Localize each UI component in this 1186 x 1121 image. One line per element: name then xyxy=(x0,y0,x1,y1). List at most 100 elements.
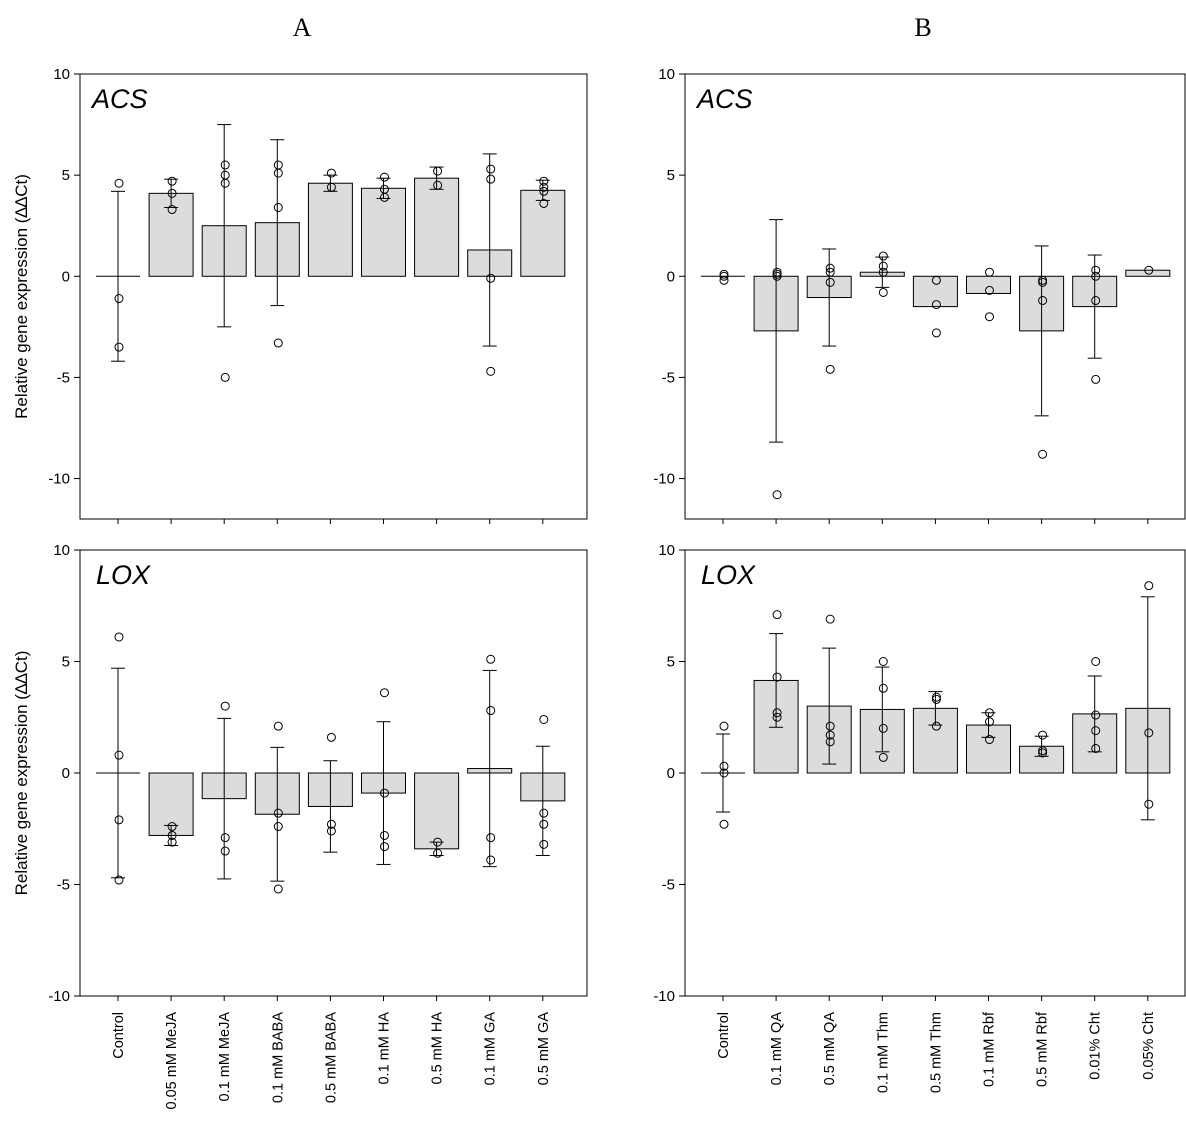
data-point xyxy=(931,721,941,731)
data-point xyxy=(114,294,124,304)
category-label: 0.1 mM Rbf xyxy=(982,1011,998,1087)
data-point xyxy=(719,721,729,731)
data-point xyxy=(220,833,230,843)
data-point xyxy=(772,610,782,620)
data-point xyxy=(273,822,283,832)
data-point xyxy=(985,708,994,718)
data-point xyxy=(772,712,782,722)
data-point xyxy=(1038,746,1048,756)
data-point xyxy=(167,837,177,847)
data-point xyxy=(772,708,782,718)
gene-label: ACS xyxy=(695,84,753,114)
data-point xyxy=(486,706,496,716)
bar xyxy=(520,189,566,277)
data-point xyxy=(878,683,888,693)
y-tick-label: -5 xyxy=(662,369,675,386)
column-letter-a: A xyxy=(293,13,312,42)
bar xyxy=(414,772,460,850)
data-point xyxy=(380,688,389,698)
data-point xyxy=(539,819,549,829)
data-point xyxy=(539,808,549,818)
y-tick-label: -10 xyxy=(48,471,70,488)
data-point xyxy=(380,192,389,202)
data-point xyxy=(1144,265,1154,275)
data-point xyxy=(167,188,177,198)
data-point xyxy=(1091,265,1101,275)
y-tick-label: 5 xyxy=(62,167,70,184)
data-point xyxy=(326,732,336,742)
data-point xyxy=(825,267,835,277)
y-tick-label: 0 xyxy=(62,268,70,285)
data-point xyxy=(380,172,389,182)
data-point xyxy=(114,342,124,352)
data-point xyxy=(167,176,177,186)
data-point xyxy=(878,267,888,277)
data-point xyxy=(1091,374,1101,384)
data-point xyxy=(1038,296,1048,306)
y-tick-label: 0 xyxy=(62,765,70,782)
data-point xyxy=(167,205,177,215)
data-point xyxy=(985,285,994,295)
data-point xyxy=(220,160,230,170)
y-tick-label: 5 xyxy=(62,654,70,671)
data-point xyxy=(167,822,177,832)
data-point xyxy=(380,788,389,798)
y-tick-label: -5 xyxy=(57,369,70,386)
data-point xyxy=(825,614,835,624)
data-point xyxy=(273,338,283,348)
data-point xyxy=(878,723,888,733)
data-point xyxy=(433,166,443,176)
y-tick-label: -10 xyxy=(653,471,675,488)
data-point xyxy=(433,180,443,190)
data-point xyxy=(539,186,549,196)
data-point xyxy=(273,721,283,731)
data-point xyxy=(719,761,729,771)
data-point xyxy=(1144,799,1154,809)
y-tick-label: 0 xyxy=(667,765,675,782)
data-point xyxy=(1091,657,1101,666)
data-point xyxy=(273,168,283,178)
data-point xyxy=(931,692,941,702)
data-point xyxy=(985,267,994,277)
category-label: 0.1 mM HA xyxy=(377,1012,393,1085)
data-point xyxy=(114,178,124,188)
data-point xyxy=(220,701,230,711)
category-label: 0.1 mM MeJA xyxy=(217,1012,233,1102)
data-point xyxy=(1091,296,1101,306)
data-point xyxy=(326,168,336,178)
gene-label: LOX xyxy=(701,560,756,590)
y-axis-label: Relative gene expression (∆∆Ct) xyxy=(12,174,31,419)
data-point xyxy=(825,364,835,374)
category-label: 0.5 mM HA xyxy=(430,1012,446,1085)
data-point xyxy=(380,842,389,852)
data-point xyxy=(772,271,782,281)
data-point xyxy=(985,735,994,745)
category-label: 0.1 mM Thm xyxy=(875,1012,891,1093)
gene-label: ACS xyxy=(90,84,148,114)
category-label: Control xyxy=(716,1012,732,1059)
y-tick-label: 10 xyxy=(658,542,675,559)
y-axis-label: Relative gene expression (∆∆Ct) xyxy=(12,651,31,896)
y-tick-label: -10 xyxy=(48,988,70,1005)
data-point xyxy=(878,251,888,261)
data-point xyxy=(825,730,835,740)
data-point xyxy=(931,694,941,704)
chart-a-lox: 10 5 0 -5 -10 LOX Relative gene expression (∆∆… xyxy=(12,542,588,1110)
data-point xyxy=(273,884,283,894)
data-point xyxy=(220,372,230,382)
data-point xyxy=(878,752,888,762)
data-point xyxy=(719,768,729,778)
y-tick-label: -5 xyxy=(662,877,675,894)
category-label: 0.1 mM BABA xyxy=(270,1012,286,1103)
data-point xyxy=(326,182,336,192)
bar xyxy=(966,275,1011,294)
data-point xyxy=(486,174,496,184)
plot-frame xyxy=(79,73,588,520)
category-label: 0.5 mM QA xyxy=(822,1012,838,1086)
data-point xyxy=(433,837,443,847)
data-point xyxy=(380,830,389,840)
data-point xyxy=(1144,581,1154,591)
data-point xyxy=(1038,730,1048,740)
data-point xyxy=(719,271,729,281)
data-point xyxy=(273,808,283,818)
